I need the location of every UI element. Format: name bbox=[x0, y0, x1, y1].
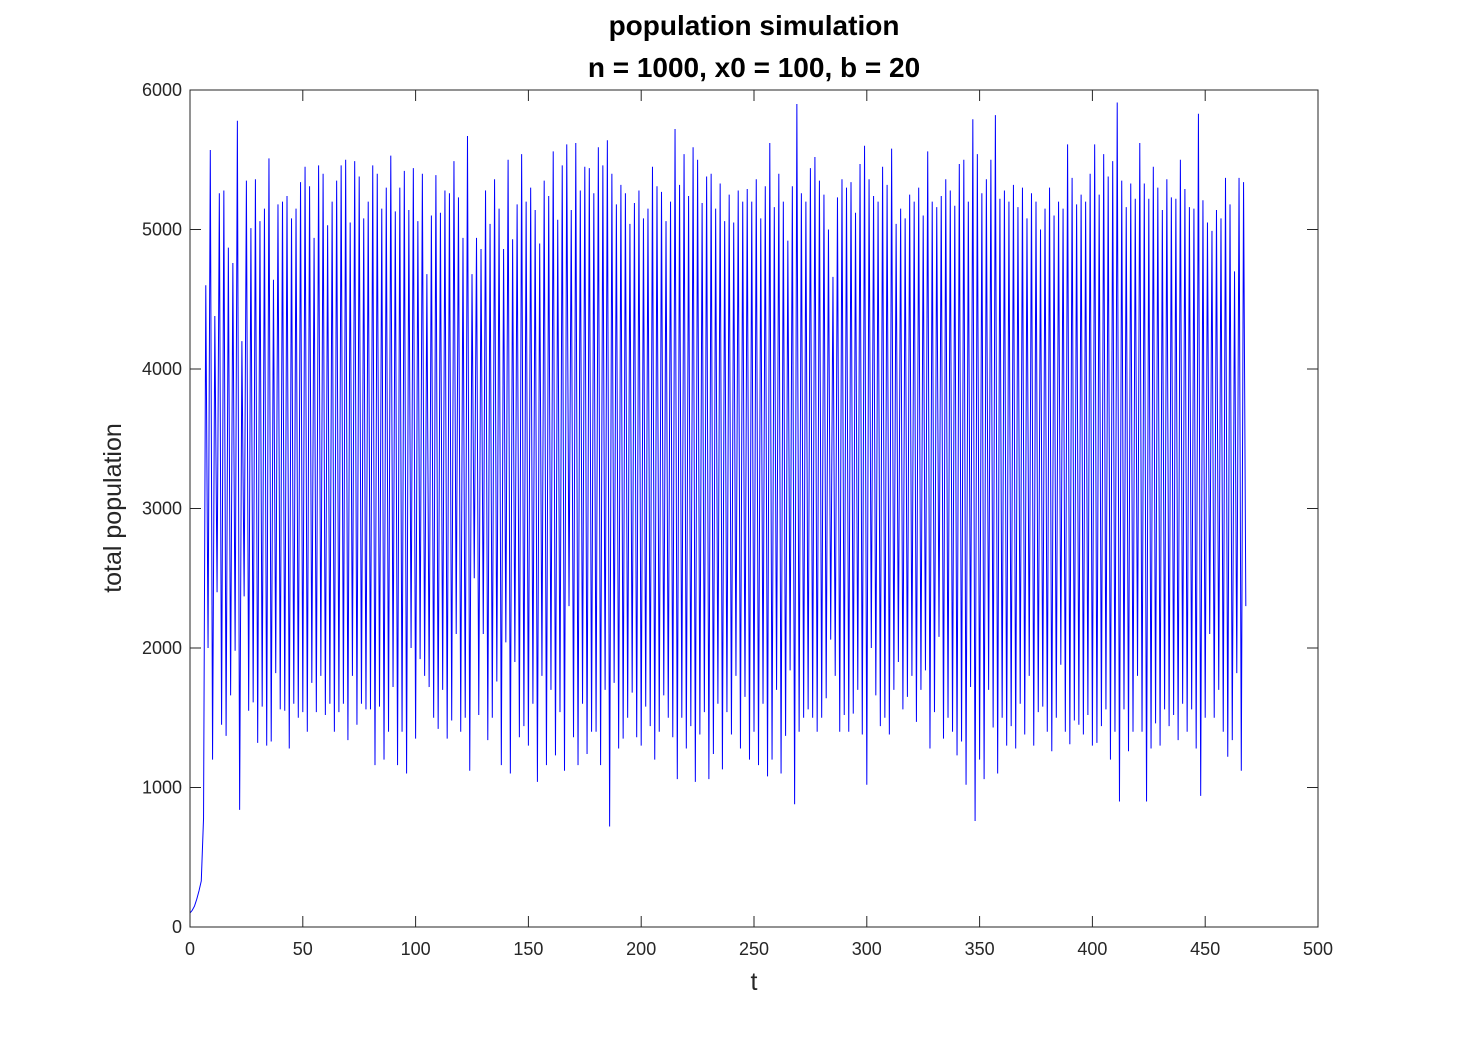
x-tick-label: 400 bbox=[1077, 939, 1107, 959]
y-tick-label: 0 bbox=[172, 917, 182, 937]
x-tick-label: 450 bbox=[1190, 939, 1220, 959]
y-tick-label: 3000 bbox=[142, 499, 182, 519]
series-line bbox=[189, 102, 1247, 914]
x-tick-label: 100 bbox=[401, 939, 431, 959]
x-tick-label: 500 bbox=[1303, 939, 1333, 959]
y-tick-label: 5000 bbox=[142, 220, 182, 240]
x-tick-label: 350 bbox=[965, 939, 995, 959]
x-axis-label: t bbox=[751, 968, 758, 996]
x-tick-label: 50 bbox=[293, 939, 313, 959]
y-axis-label: total population bbox=[99, 423, 127, 593]
x-tick-label: 250 bbox=[739, 939, 769, 959]
y-tick-label: 6000 bbox=[142, 80, 182, 100]
x-tick-label: 200 bbox=[626, 939, 656, 959]
chart-title: population simulation bbox=[609, 10, 900, 41]
plot-area bbox=[190, 90, 1318, 927]
series-group bbox=[189, 102, 1247, 914]
x-tick-label: 150 bbox=[513, 939, 543, 959]
y-tick-label: 1000 bbox=[142, 778, 182, 798]
x-tick-label: 300 bbox=[852, 939, 882, 959]
x-axis: 0 50 100 150 200 250 300 350 400 450 500 bbox=[185, 90, 1333, 959]
chart-subtitle: n = 1000, x0 = 100, b = 20 bbox=[588, 52, 920, 83]
y-axis: 0 1000 2000 3000 4000 5000 6000 bbox=[142, 80, 1318, 937]
x-tick-label: 0 bbox=[185, 939, 195, 959]
y-tick-label: 4000 bbox=[142, 359, 182, 379]
y-tick-label: 2000 bbox=[142, 638, 182, 658]
